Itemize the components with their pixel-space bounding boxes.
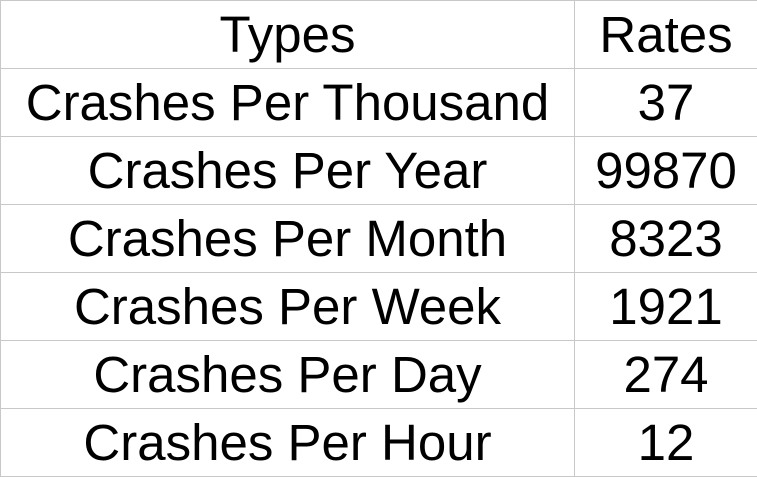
table-row: Crashes Per Hour 12 — [1, 409, 757, 477]
rate-cell: 8323 — [575, 205, 757, 273]
rate-cell: 12 — [575, 409, 757, 477]
type-cell: Crashes Per Hour — [1, 409, 575, 477]
rate-cell: 1921 — [575, 273, 757, 341]
table-row: Crashes Per Day 274 — [1, 341, 757, 409]
header-types: Types — [1, 1, 575, 69]
table-row: Crashes Per Week 1921 — [1, 273, 757, 341]
rate-cell: 274 — [575, 341, 757, 409]
table-row: Crashes Per Year 99870 — [1, 137, 757, 205]
table-row: Crashes Per Month 8323 — [1, 205, 757, 273]
type-cell: Crashes Per Week — [1, 273, 575, 341]
type-cell: Crashes Per Day — [1, 341, 575, 409]
rate-cell: 99870 — [575, 137, 757, 205]
table-row: Crashes Per Thousand 37 — [1, 69, 757, 137]
type-cell: Crashes Per Year — [1, 137, 575, 205]
header-rates: Rates — [575, 1, 757, 69]
type-cell: Crashes Per Thousand — [1, 69, 575, 137]
type-cell: Crashes Per Month — [1, 205, 575, 273]
rate-cell: 37 — [575, 69, 757, 137]
table-header-row: Types Rates — [1, 1, 757, 69]
